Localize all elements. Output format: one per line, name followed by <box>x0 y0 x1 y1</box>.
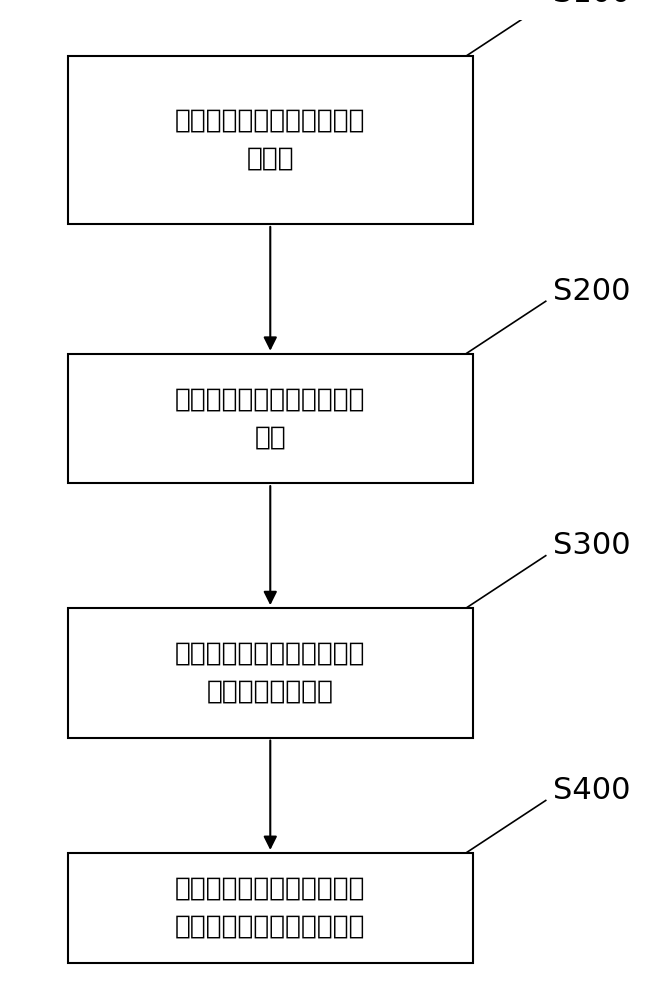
Text: 确定型面各局部位置外法线
方向: 确定型面各局部位置外法线 方向 <box>175 386 365 450</box>
Text: 读入叶型离散点，拟合成叶
型型面: 读入叶型离散点，拟合成叶 型型面 <box>175 108 365 172</box>
Bar <box>68 608 472 738</box>
Text: 计算型面参数沿型面法向模
长及模长端点坐标: 计算型面参数沿型面法向模 长及模长端点坐标 <box>175 641 365 705</box>
Text: 通过编程或绘图软件进行绘
制显示，形成梳状显示视图: 通过编程或绘图软件进行绘 制显示，形成梳状显示视图 <box>175 876 365 940</box>
Text: S100: S100 <box>553 0 630 8</box>
Text: S200: S200 <box>553 277 630 306</box>
Bar <box>68 56 472 224</box>
Text: S400: S400 <box>553 776 630 805</box>
Text: S300: S300 <box>553 531 630 560</box>
Bar <box>68 853 472 963</box>
Bar <box>68 354 472 483</box>
